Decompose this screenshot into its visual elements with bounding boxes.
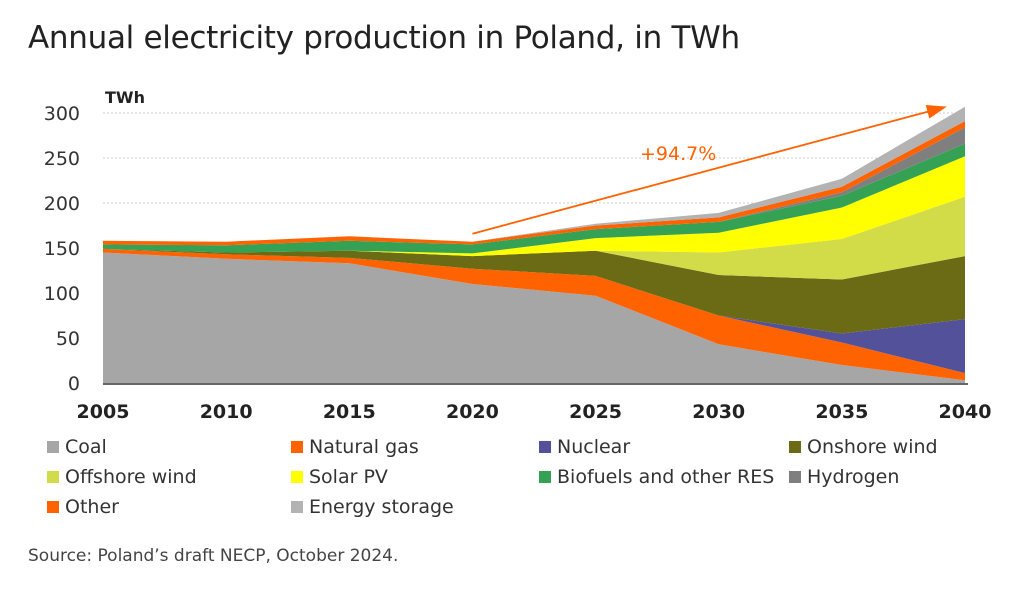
area-series-layer: [103, 106, 965, 383]
annotation-layer: +94.7%: [472, 104, 947, 235]
growth-label: +94.7%: [640, 143, 716, 165]
legend-item: Coal: [47, 436, 107, 458]
y-tick-label: 100: [44, 283, 80, 305]
legend-swatch: [47, 441, 59, 453]
arrow-head-icon: [925, 104, 947, 119]
y-tick-label: 250: [44, 148, 80, 170]
area-coal: [103, 252, 965, 383]
y-tick-label: 0: [68, 373, 80, 395]
area-energy-storage: [103, 106, 965, 242]
legend-item: Offshore wind: [47, 466, 197, 488]
x-tick-label: 2030: [692, 401, 745, 423]
legend-swatch: [539, 441, 551, 453]
legend-item: Nuclear: [539, 436, 630, 458]
axes: TWh 0 50 100 150 200 250 300 2005 2010 2015 2020 202…: [44, 88, 992, 423]
legend-label: Solar PV: [309, 466, 388, 488]
legend-label: Other: [65, 496, 119, 518]
area-solar-pv: [103, 156, 965, 257]
legend-label: Biofuels and other RES: [557, 466, 775, 488]
x-tick-label: 2015: [323, 401, 376, 423]
area-other: [103, 121, 965, 246]
y-tick-label: 50: [56, 328, 80, 350]
growth-arrow: [472, 106, 944, 235]
legend-item: Hydrogen: [789, 466, 899, 488]
legend-swatch: [47, 471, 59, 483]
area-onshore-wind: [103, 248, 965, 334]
x-tick-label: 2020: [446, 401, 499, 423]
legend-swatch: [47, 501, 59, 513]
legend-swatch: [789, 441, 801, 453]
legend-label: Nuclear: [557, 436, 631, 458]
legend-swatch: [291, 501, 303, 513]
legend-item: Biofuels and other RES: [539, 466, 774, 488]
legend-label: Energy storage: [309, 496, 454, 518]
y-axis-title: TWh: [105, 88, 145, 107]
area-offshore-wind: [103, 196, 965, 280]
area-biofuels-and-other-res: [103, 143, 965, 254]
legend-label: Coal: [65, 436, 107, 458]
x-tick-label: 2040: [939, 401, 992, 423]
legend-item: Other: [47, 496, 119, 518]
y-tick-label: 150: [44, 238, 80, 260]
area-natural-gas: [103, 248, 965, 381]
x-tick-label: 2025: [569, 401, 622, 423]
x-tick-label: 2010: [200, 401, 253, 423]
x-tick-label: 2035: [815, 401, 868, 423]
y-tick-label: 300: [44, 103, 80, 125]
legend-label: Onshore wind: [807, 436, 938, 458]
legend-label: Hydrogen: [807, 466, 900, 488]
legend-item: Onshore wind: [789, 436, 938, 458]
legend-swatch: [291, 441, 303, 453]
legend-label: Natural gas: [309, 436, 419, 458]
y-tick-label: 200: [44, 193, 80, 215]
legend-label: Offshore wind: [65, 466, 197, 488]
legend-swatch: [539, 471, 551, 483]
legend-item: Energy storage: [291, 496, 454, 518]
legend-swatch: [789, 471, 801, 483]
chart-title: Annual electricity production in Poland,…: [28, 20, 740, 56]
legend-item: Natural gas: [291, 436, 419, 458]
legend-item: Solar PV: [291, 466, 388, 488]
source-note: Source: Poland’s draft NECP, October 202…: [28, 546, 399, 566]
x-tick-label: 2005: [77, 401, 130, 423]
legend-swatch: [291, 471, 303, 483]
